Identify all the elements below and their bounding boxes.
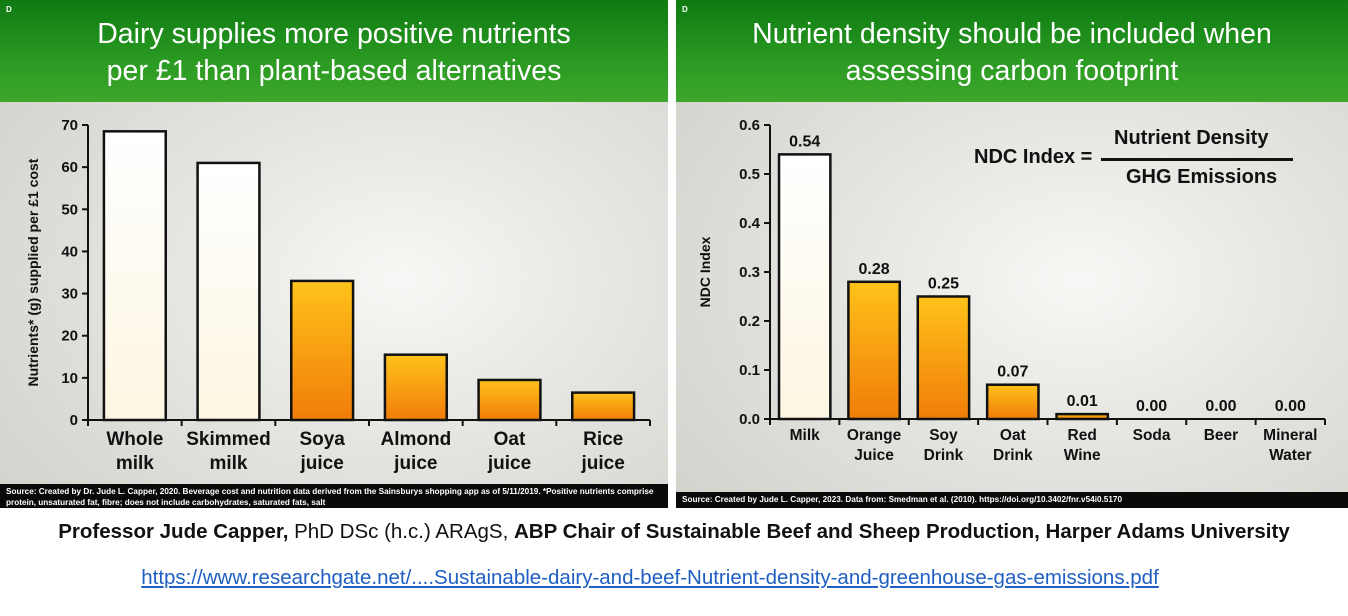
data-label: 0.01 [1067, 393, 1098, 410]
y-tick-label: 60 [61, 159, 78, 176]
x-category-label: Soya [299, 429, 345, 450]
bar [383, 353, 448, 422]
ndc-formula-lhs: NDC Index = [974, 146, 1093, 168]
bar [916, 295, 971, 421]
bar [1055, 412, 1110, 421]
bar [985, 383, 1040, 421]
ndc-formula-denominator: GHG Emissions [1126, 166, 1278, 188]
x-category-label: Beer [1204, 427, 1238, 444]
y-tick-label: 0.4 [739, 215, 761, 232]
right-slide-tag: D [682, 5, 688, 14]
left-slide-tag: D [6, 5, 12, 14]
data-label: 0.00 [1205, 398, 1236, 415]
left-source-note: Source: Created by Dr. Jude L. Capper, 2… [0, 484, 668, 508]
x-category-label: Orange [847, 427, 902, 444]
right-slide-header [676, 0, 1348, 102]
bar [290, 279, 355, 422]
y-tick-label: 0.2 [739, 313, 760, 330]
x-category-label: juice [300, 453, 344, 474]
data-label: 0.07 [997, 364, 1028, 381]
author-position: ABP Chair of Sustainable Beef and Sheep … [513, 520, 1290, 543]
y-tick-label: 50 [61, 201, 78, 218]
x-category-label: Rice [583, 429, 623, 450]
x-category-label: Soda [1133, 427, 1171, 444]
bar [477, 378, 542, 422]
x-category-label: Mineral [1263, 427, 1317, 444]
right-title-line-2: assessing carbon footprint [845, 55, 1179, 87]
left-title-line-2: per £1 than plant-based alternatives [106, 55, 562, 87]
y-tick-label: 20 [61, 328, 78, 345]
bar [102, 130, 167, 422]
right-slide-title: Nutrient density should be included when… [676, 16, 1348, 90]
bar [777, 153, 832, 421]
x-category-label: Almond [380, 429, 451, 450]
author-caption: Professor Jude Capper, PhD DSc (h.c.) AR… [0, 520, 1348, 550]
left-slide-header [0, 0, 668, 102]
y-axis-title: Nutrients* (g) supplied per £1 cost [25, 158, 41, 386]
y-tick-label: 0.0 [739, 411, 760, 428]
x-category-label: juice [393, 453, 437, 474]
author-name: Professor Jude Capper, [58, 520, 289, 543]
x-category-label: Drink [993, 447, 1033, 464]
y-tick-label: 0 [70, 412, 78, 429]
data-label: 0.00 [1136, 398, 1167, 415]
x-category-label: Oat [1000, 427, 1026, 444]
x-category-label: milk [116, 453, 154, 474]
left-bar-chart: 0 10 20 30 40 50 60 70 Nutrients* (g) supplied p… [25, 117, 651, 474]
x-category-label: milk [209, 453, 247, 474]
x-category-label: Wine [1064, 447, 1101, 464]
bar [847, 280, 901, 421]
x-category-label: Drink [924, 447, 964, 464]
bar [571, 391, 636, 422]
ndc-formula-fraction-bar [1101, 158, 1293, 161]
x-category-label: juice [487, 453, 531, 474]
right-bar-chart: 0.0 0.1 0.2 0.3 0.4 0.5 0.6 NDC Index 0.54 Milk 0.… [697, 117, 1326, 464]
source-pdf-link[interactable]: https://www.researchgate.net/....Sustain… [141, 566, 1159, 589]
x-category-label: Red [1068, 427, 1097, 444]
right-title-line-1: Nutrient density should be included when [752, 18, 1272, 50]
left-slide-title: Dairy supplies more positive nutrients p… [0, 16, 668, 90]
right-slide: D Nutrient density should be included wh… [676, 0, 1348, 508]
left-title-line-1: Dairy supplies more positive nutrients [97, 18, 571, 50]
y-tick-label: 0.5 [739, 166, 760, 183]
bar [196, 161, 261, 422]
y-axis-title: NDC Index [697, 236, 713, 307]
x-category-label: Oat [494, 429, 526, 450]
data-label: 0.25 [928, 276, 959, 293]
data-label: 0.00 [1275, 398, 1306, 415]
y-tick-label: 10 [61, 370, 78, 387]
y-tick-label: 70 [61, 117, 78, 134]
x-category-label: Milk [790, 427, 821, 444]
x-category-label: Juice [854, 447, 894, 464]
y-tick-label: 40 [61, 243, 78, 260]
x-category-label: Water [1269, 447, 1312, 464]
data-label: 0.54 [789, 133, 820, 150]
x-category-label: juice [581, 453, 625, 474]
y-tick-label: 30 [61, 286, 78, 303]
left-slide: D Dairy supplies more positive nutrients… [0, 0, 668, 508]
data-label: 0.28 [858, 261, 889, 278]
x-category-label: Skimmed [186, 429, 270, 450]
ndc-formula-numerator: Nutrient Density [1114, 127, 1269, 149]
x-category-label: Whole [106, 429, 163, 450]
right-source-note: Source: Created by Jude L. Capper, 2023.… [676, 492, 1348, 508]
y-tick-label: 0.1 [739, 362, 760, 379]
y-tick-label: 0.6 [739, 117, 760, 134]
x-category-label: Soy [929, 427, 958, 444]
y-tick-label: 0.3 [739, 264, 760, 281]
author-degrees: PhD DSc (h.c.) ARAgS, [288, 520, 514, 543]
